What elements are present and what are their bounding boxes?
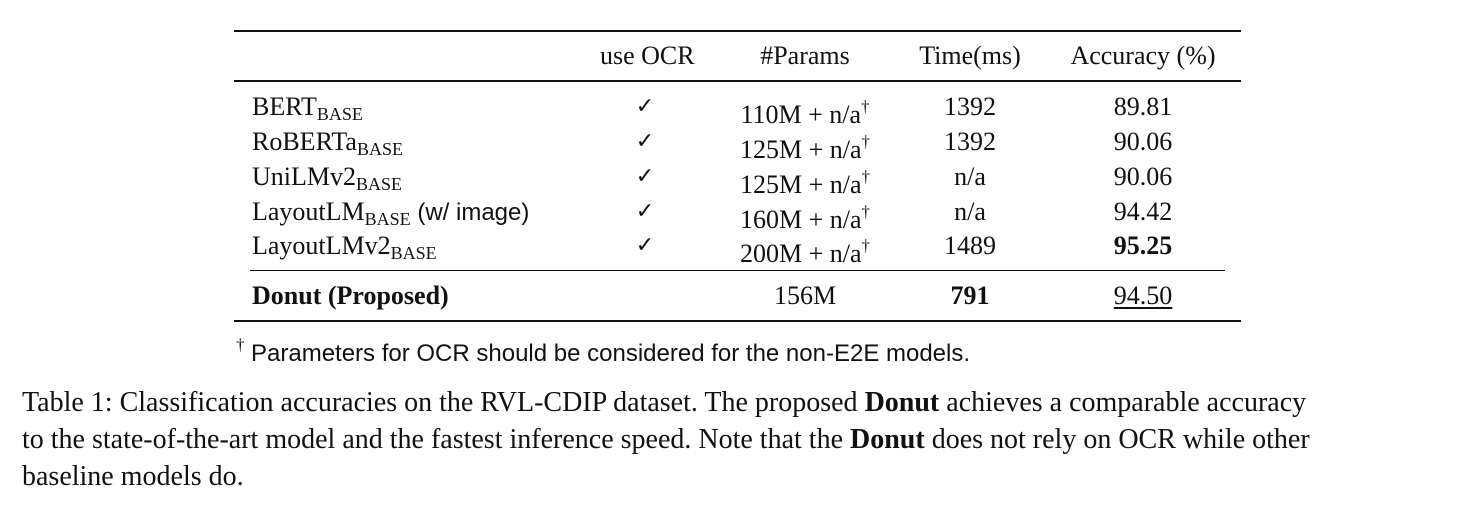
header-use-ocr: use OCR [600, 41, 695, 70]
table-row-model: RoBERTaBASE [252, 127, 403, 159]
table-row-time: 1392 [944, 127, 996, 156]
check-icon: ✓ [635, 94, 655, 119]
table-row-accuracy-best: 95.25 [1113, 231, 1173, 260]
table-row-params: 125M + n/a† [739, 167, 871, 199]
table-row-time: n/a [954, 197, 986, 226]
table-row-model: LayoutLMv2BASE [252, 231, 437, 263]
footnote-text: Parameters for OCR should be considered … [251, 340, 971, 367]
caption-line-3: baseline models do. [22, 461, 244, 492]
table-top-rule [234, 30, 1241, 32]
header-time: Time(ms) [919, 41, 1021, 70]
table-row-model: BERTBASE [252, 92, 363, 124]
table-row-accuracy: 90.06 [1113, 127, 1173, 156]
table-row-params: 160M + n/a† [739, 202, 871, 234]
check-icon: ✓ [635, 164, 655, 189]
header-params: #Params [760, 41, 850, 70]
table-footnote: † Parameters for OCR should be considere… [236, 330, 970, 369]
caption-line-1: Table 1: Classification accuracies on th… [22, 387, 1307, 418]
table-bottom-rule [234, 320, 1241, 322]
table-row-accuracy: 89.81 [1113, 92, 1173, 121]
table-row-time: 1489 [944, 231, 996, 260]
proposed-params: 156M [773, 281, 837, 310]
table-row-params: 125M + n/a† [739, 132, 871, 164]
check-icon: ✓ [635, 233, 655, 258]
check-icon: ✓ [635, 129, 655, 154]
table-row-accuracy: 94.42 [1113, 197, 1173, 226]
table-row-time: 1392 [944, 92, 996, 121]
proposed-time-best: 791 [950, 281, 990, 310]
table-row-params: 110M + n/a† [740, 97, 870, 129]
table-row-params: 200M + n/a† [739, 236, 871, 268]
table-row-time: n/a [954, 162, 986, 191]
header-accuracy: Accuracy (%) [1070, 41, 1216, 70]
check-icon: ✓ [635, 199, 655, 224]
table-header-rule [234, 80, 1241, 82]
table-proposed-rule [250, 270, 1225, 271]
footnote-dagger: † [236, 335, 245, 354]
proposed-model-name: Donut (Proposed) [252, 281, 449, 310]
table-row-model: UniLMv2BASE [252, 162, 403, 194]
table-caption: Table 1: Classification accuracies on th… [22, 384, 1462, 495]
proposed-accuracy-second: 94.50 [1113, 281, 1173, 310]
table-row-accuracy: 90.06 [1113, 162, 1173, 191]
caption-line-2: to the state-of-the-art model and the fa… [22, 424, 1310, 455]
table-row-model: LayoutLMBASE (w/ image) [252, 197, 530, 229]
